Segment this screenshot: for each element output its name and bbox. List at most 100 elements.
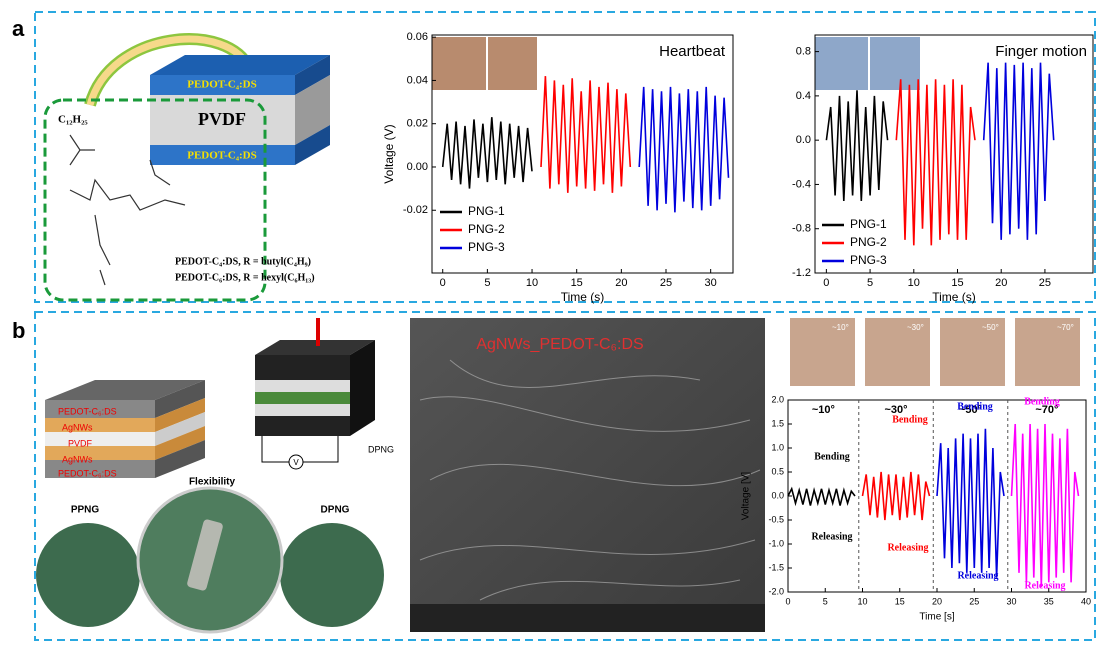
photo-divider bbox=[486, 37, 488, 90]
x-tick-label: 25 bbox=[1039, 277, 1051, 289]
layer bbox=[255, 404, 350, 416]
layer bbox=[350, 340, 375, 436]
x-tick-label: 0 bbox=[785, 596, 790, 606]
y-tick-label: 0.00 bbox=[407, 161, 428, 173]
y-tick-label: -0.4 bbox=[792, 178, 811, 190]
legend-label: PNG-2 bbox=[850, 235, 887, 249]
y-tick-label: 1.5 bbox=[771, 418, 784, 428]
series-line bbox=[639, 87, 728, 212]
series-line bbox=[826, 90, 887, 201]
x-tick-label: 30 bbox=[705, 277, 717, 289]
y-tick-label: -1.2 bbox=[792, 267, 811, 279]
x-tick-label: 20 bbox=[932, 596, 942, 606]
x-tick-label: 15 bbox=[895, 596, 905, 606]
photo-angle: ~70° bbox=[1057, 323, 1074, 332]
x-tick-label: 35 bbox=[1044, 596, 1054, 606]
photo-label: Flexibility bbox=[189, 477, 236, 488]
annotation: Releasing bbox=[887, 542, 928, 553]
x-tick-label: 0 bbox=[440, 277, 446, 289]
photo-divider bbox=[868, 37, 870, 90]
photo-inset bbox=[432, 37, 537, 90]
layer bbox=[255, 416, 350, 436]
x-tick-label: 40 bbox=[1081, 596, 1091, 606]
y-tick-label: 2.0 bbox=[771, 394, 784, 404]
figure: a b PEDOT-C₄:DS PVDF PEDOT-C₄:DS C₁₂H₂₅ … bbox=[0, 0, 1105, 645]
y-tick-label: 0.02 bbox=[407, 118, 428, 130]
layer-label: AgNWs bbox=[62, 454, 93, 464]
series-line bbox=[1012, 424, 1079, 587]
y-tick-label: -0.8 bbox=[792, 223, 811, 235]
layer bbox=[255, 392, 350, 404]
photo-label: PPNG bbox=[71, 505, 100, 516]
x-tick-label: 5 bbox=[867, 277, 873, 289]
photo-angle: ~30° bbox=[907, 323, 924, 332]
x-tick-label: 10 bbox=[857, 596, 867, 606]
y-axis-label: Voltage [V] bbox=[741, 472, 752, 521]
annotation: Bending bbox=[814, 451, 850, 462]
legend-label: PNG-1 bbox=[850, 217, 887, 231]
y-tick-label: -2.0 bbox=[768, 586, 784, 596]
layer bbox=[45, 432, 155, 446]
chain-label: C₁₂H₂₅ bbox=[58, 114, 88, 126]
y-tick-label: 0.0 bbox=[771, 490, 784, 500]
schematic-a: PEDOT-C₄:DS PVDF PEDOT-C₄:DS C₁₂H₂₅ PEDO… bbox=[45, 39, 330, 300]
chart-title: Heartbeat bbox=[659, 43, 726, 60]
series-line bbox=[788, 489, 855, 506]
x-tick-label: 25 bbox=[969, 596, 979, 606]
annotation: Releasing bbox=[1024, 580, 1065, 591]
x-tick-label: 30 bbox=[1006, 596, 1016, 606]
photo-angle: ~50° bbox=[982, 323, 999, 332]
series-line bbox=[984, 63, 1054, 240]
annotation: Releasing bbox=[811, 531, 852, 542]
y-tick-label: 0.5 bbox=[771, 466, 784, 476]
x-tick-label: 20 bbox=[995, 277, 1007, 289]
x-tick-label: 10 bbox=[526, 277, 538, 289]
y-tick-label: -0.02 bbox=[403, 204, 428, 216]
meter-label: V bbox=[293, 458, 299, 467]
layer bbox=[255, 355, 350, 380]
y-tick-label: 0.8 bbox=[796, 46, 811, 58]
photo bbox=[36, 523, 140, 627]
x-axis-label: Time (s) bbox=[561, 290, 605, 304]
x-tick-label: 25 bbox=[660, 277, 672, 289]
layer-label: PEDOT-C₄:DS bbox=[187, 150, 257, 162]
press bbox=[316, 318, 320, 346]
legend-label: PNG-1 bbox=[468, 204, 505, 218]
y-tick-label: -1.5 bbox=[768, 562, 784, 572]
x-tick-label: 15 bbox=[571, 277, 583, 289]
annotation: Bending bbox=[892, 414, 928, 425]
series-line bbox=[443, 117, 532, 188]
x-tick-label: 15 bbox=[951, 277, 963, 289]
layer bbox=[255, 380, 350, 392]
annotation: Bending bbox=[1024, 396, 1060, 407]
y-tick-label: 1.0 bbox=[771, 442, 784, 452]
photo-label: DPNG bbox=[321, 505, 350, 516]
device-label: DPNG bbox=[368, 444, 394, 454]
y-tick-label: 0.04 bbox=[407, 74, 428, 86]
annotation: Releasing bbox=[957, 570, 998, 581]
panel-label: b bbox=[12, 318, 25, 343]
layer-label: PVDF bbox=[68, 438, 93, 448]
series-line bbox=[896, 79, 975, 245]
y-tick-label: -1.0 bbox=[768, 538, 784, 548]
formula: PEDOT-C₆:DS, R = hexyl(C₆H₁₃) bbox=[175, 272, 315, 283]
x-tick-label: 5 bbox=[823, 596, 828, 606]
series-line bbox=[863, 472, 930, 520]
x-tick-label: 20 bbox=[615, 277, 627, 289]
layer-label: PEDOT-C₄:DS bbox=[187, 79, 257, 91]
x-axis-label: Time [s] bbox=[919, 612, 954, 623]
x-tick-label: 0 bbox=[823, 277, 829, 289]
y-tick-label: 0.4 bbox=[796, 90, 811, 102]
y-tick-label: 0.06 bbox=[407, 31, 428, 43]
layer-label: AgNWs bbox=[62, 422, 93, 432]
x-tick-label: 5 bbox=[484, 277, 490, 289]
chart-title: Finger motion bbox=[995, 43, 1087, 60]
series-line bbox=[937, 429, 1004, 578]
y-tick-label: -0.5 bbox=[768, 514, 784, 524]
y-axis-label: Voltage (V) bbox=[382, 124, 396, 183]
formula: PEDOT-C₄:DS, R = butyl(C₄H₉) bbox=[175, 256, 311, 267]
y-tick-label: 0.0 bbox=[796, 134, 811, 146]
series-line bbox=[541, 76, 630, 193]
annotation: Bending bbox=[957, 401, 993, 412]
panel-label: a bbox=[12, 16, 25, 41]
